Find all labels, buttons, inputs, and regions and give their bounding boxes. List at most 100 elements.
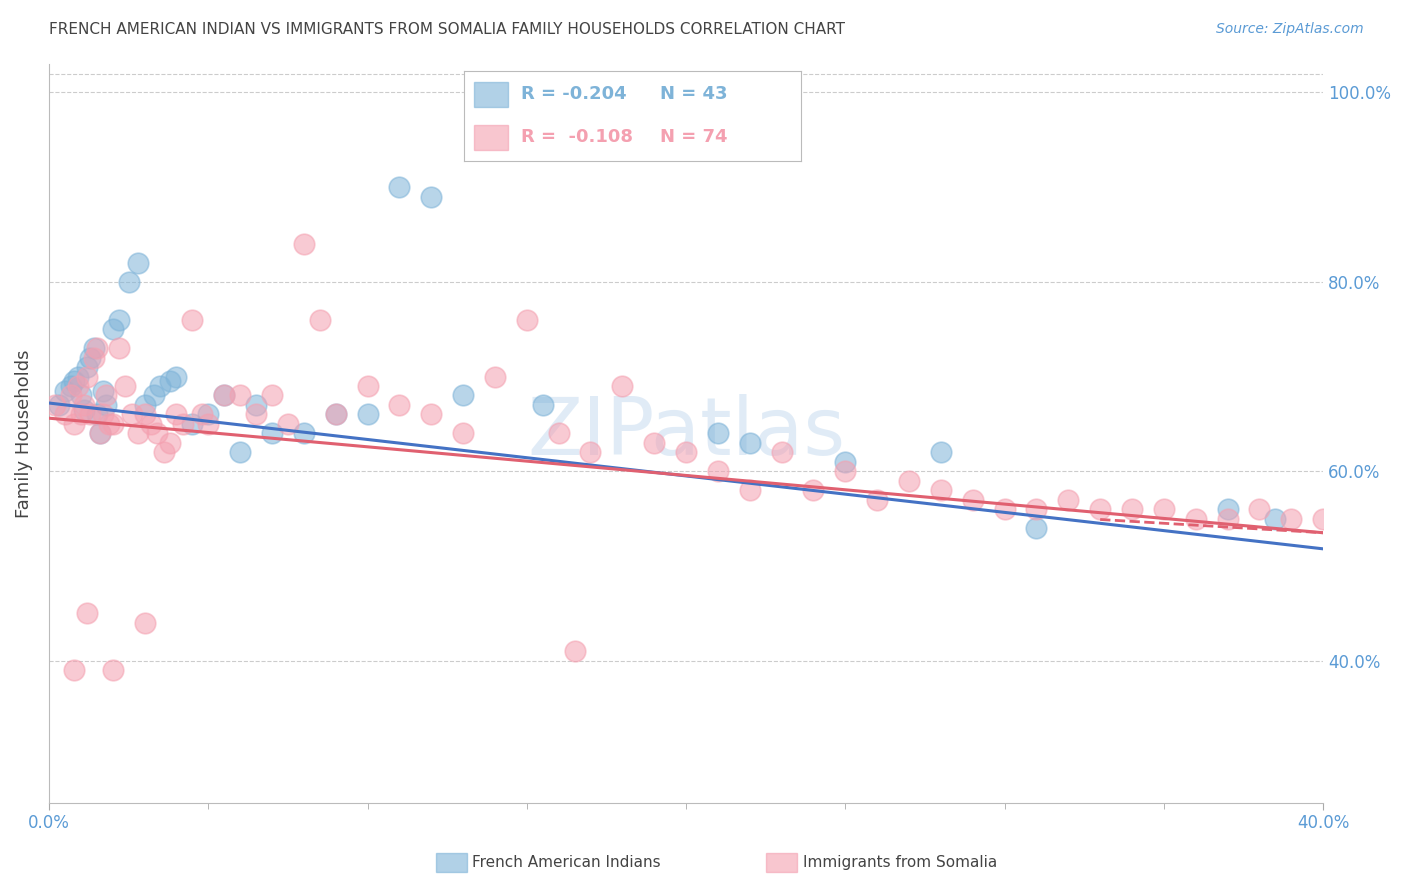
Point [60,379,83,393]
Point [165,408,187,422]
Point [962,492,984,507]
Text: N = 43: N = 43 [659,85,727,103]
Point [451,426,474,441]
Text: French American Indians: French American Indians [472,855,661,870]
Point [89,426,111,441]
Point [63,417,86,431]
Point [134,408,156,422]
Point [89,426,111,441]
Point [139,417,162,431]
Point [197,408,219,422]
Point [612,379,634,393]
Text: ZIPatlas: ZIPatlas [527,394,845,473]
Bar [474,82,508,107]
Point [325,408,347,422]
Point [117,275,139,289]
Point [108,341,131,355]
Point [86,341,108,355]
Point [114,379,136,393]
Point [159,374,181,388]
Point [53,408,76,422]
Point [420,408,443,422]
Point [83,341,105,355]
Point [91,408,114,422]
Point [229,445,252,459]
Point [66,379,89,393]
Point [929,445,952,459]
Point [738,483,761,497]
Point [547,426,569,441]
Point [98,417,121,431]
Point [134,398,156,412]
Point [1057,492,1080,507]
Point [1249,502,1271,516]
Point [277,417,299,431]
Text: R =  -0.108: R = -0.108 [522,128,633,146]
Point [325,408,347,422]
Point [564,644,586,658]
Point [149,379,172,393]
Point [212,388,235,402]
Point [898,474,921,488]
Point [1121,502,1143,516]
Point [229,388,252,402]
Y-axis label: Family Households: Family Households [15,349,32,517]
Point [79,351,101,365]
Point [143,388,166,402]
Point [48,398,70,412]
Point [108,312,131,326]
Point [134,615,156,630]
Point [73,398,96,412]
Point [76,359,98,374]
Point [707,426,730,441]
Text: Immigrants from Somalia: Immigrants from Somalia [803,855,997,870]
Point [420,189,443,203]
Point [866,492,889,507]
Point [1279,511,1302,525]
Point [1312,511,1334,525]
Point [707,464,730,478]
Point [101,322,124,336]
Point [191,408,214,422]
Point [929,483,952,497]
Point [292,426,315,441]
Point [83,351,105,365]
Point [643,435,665,450]
Text: FRENCH AMERICAN INDIAN VS IMMIGRANTS FROM SOMALIA FAMILY HOUSEHOLDS CORRELATION : FRENCH AMERICAN INDIAN VS IMMIGRANTS FRO… [49,22,845,37]
Point [165,369,187,384]
Point [96,398,118,412]
Point [197,417,219,431]
Point [69,388,91,402]
Point [738,435,761,450]
Point [1264,511,1286,525]
Point [308,312,330,326]
Point [1216,511,1239,525]
Bar [474,125,508,150]
Point [484,369,506,384]
Point [292,236,315,251]
Point [1184,511,1206,525]
Text: R = -0.204: R = -0.204 [522,85,627,103]
Point [212,388,235,402]
Point [69,408,91,422]
Point [63,374,86,388]
Point [770,445,793,459]
Text: Source: ZipAtlas.com: Source: ZipAtlas.com [1216,22,1364,37]
Point [73,402,96,417]
Point [60,388,83,402]
Point [245,398,267,412]
Point [63,663,86,677]
Point [994,502,1017,516]
Point [451,388,474,402]
Point [181,312,204,326]
Point [803,483,825,497]
Point [76,606,98,620]
Point [1153,502,1175,516]
Point [1025,521,1047,535]
Point [356,379,378,393]
Point [79,408,101,422]
Point [531,398,554,412]
Point [260,426,283,441]
Point [1216,502,1239,516]
Text: N = 74: N = 74 [659,128,727,146]
